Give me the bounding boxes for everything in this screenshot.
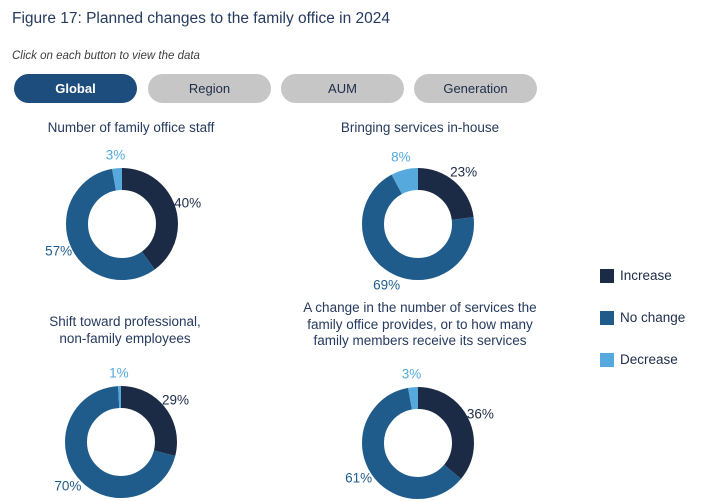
figure-instruction: Click on each button to view the data (12, 50, 200, 62)
chart-title-staff: Number of family office staff (47, 120, 215, 135)
donut-ring (362, 168, 474, 280)
legend-label-no-change: No change (620, 310, 686, 325)
donut-segment-no-change (362, 168, 474, 280)
slice-label-increase: 23% (450, 164, 478, 180)
legend: Increase No change Decrease (600, 268, 685, 367)
donut-segment-decrease (65, 386, 177, 498)
donut-segment-no-change (65, 386, 177, 498)
legend-label-decrease: Decrease (620, 352, 678, 367)
legend-label-increase: Increase (620, 268, 672, 283)
slice-label-decrease: 3% (105, 147, 126, 163)
donut-chart-services-change: 36% 61% 3% (318, 343, 518, 501)
donut-segment-decrease (362, 387, 474, 499)
no-change-swatch-icon (600, 310, 614, 325)
slice-label-no-change: 57% (45, 243, 73, 259)
donut-segment-no-change (362, 387, 474, 499)
slice-label-no-change: 70% (54, 478, 82, 494)
chart-title-services-inhouse: Bringing services in-house (340, 120, 500, 135)
donut-segment-decrease (362, 168, 474, 280)
slice-label-no-change: 69% (373, 277, 401, 293)
donut-ring (362, 387, 474, 499)
donut-chart-staff: 40% 57% 3% (22, 124, 222, 324)
slice-label-decrease: 3% (401, 366, 422, 382)
chart-title-services-change: A change in the number of services the f… (303, 300, 537, 348)
tab-global[interactable]: Global (14, 74, 137, 103)
slice-label-increase: 40% (174, 195, 202, 211)
slice-label-no-change: 61% (345, 470, 373, 486)
donut-chart-professional-shift: 29% 70% 1% (21, 342, 221, 501)
legend-item-increase: Increase (600, 268, 685, 283)
donut-ring (65, 386, 177, 498)
figure-title: Figure 17: Planned changes to the family… (12, 10, 390, 27)
decrease-swatch-icon (600, 352, 614, 367)
chart-title-professional-shift: Shift toward professional, non-family em… (49, 314, 201, 346)
increase-swatch-icon (600, 268, 614, 283)
legend-item-decrease: Decrease (600, 352, 685, 367)
donut-chart-services-inhouse: 23% 69% 8% (318, 124, 518, 324)
slice-label-decrease: 1% (109, 365, 129, 381)
donut-segment-decrease (66, 168, 178, 280)
donut-segment-no-change (66, 168, 178, 280)
slice-label-increase: 36% (466, 406, 494, 422)
tab-aum[interactable]: AUM (281, 74, 404, 103)
slice-label-decrease: 8% (391, 149, 411, 165)
legend-item-no-change: No change (600, 310, 685, 325)
tab-generation[interactable]: Generation (414, 74, 537, 103)
tab-region[interactable]: Region (148, 74, 271, 103)
slice-label-increase: 29% (162, 392, 190, 408)
donut-ring (66, 168, 178, 280)
